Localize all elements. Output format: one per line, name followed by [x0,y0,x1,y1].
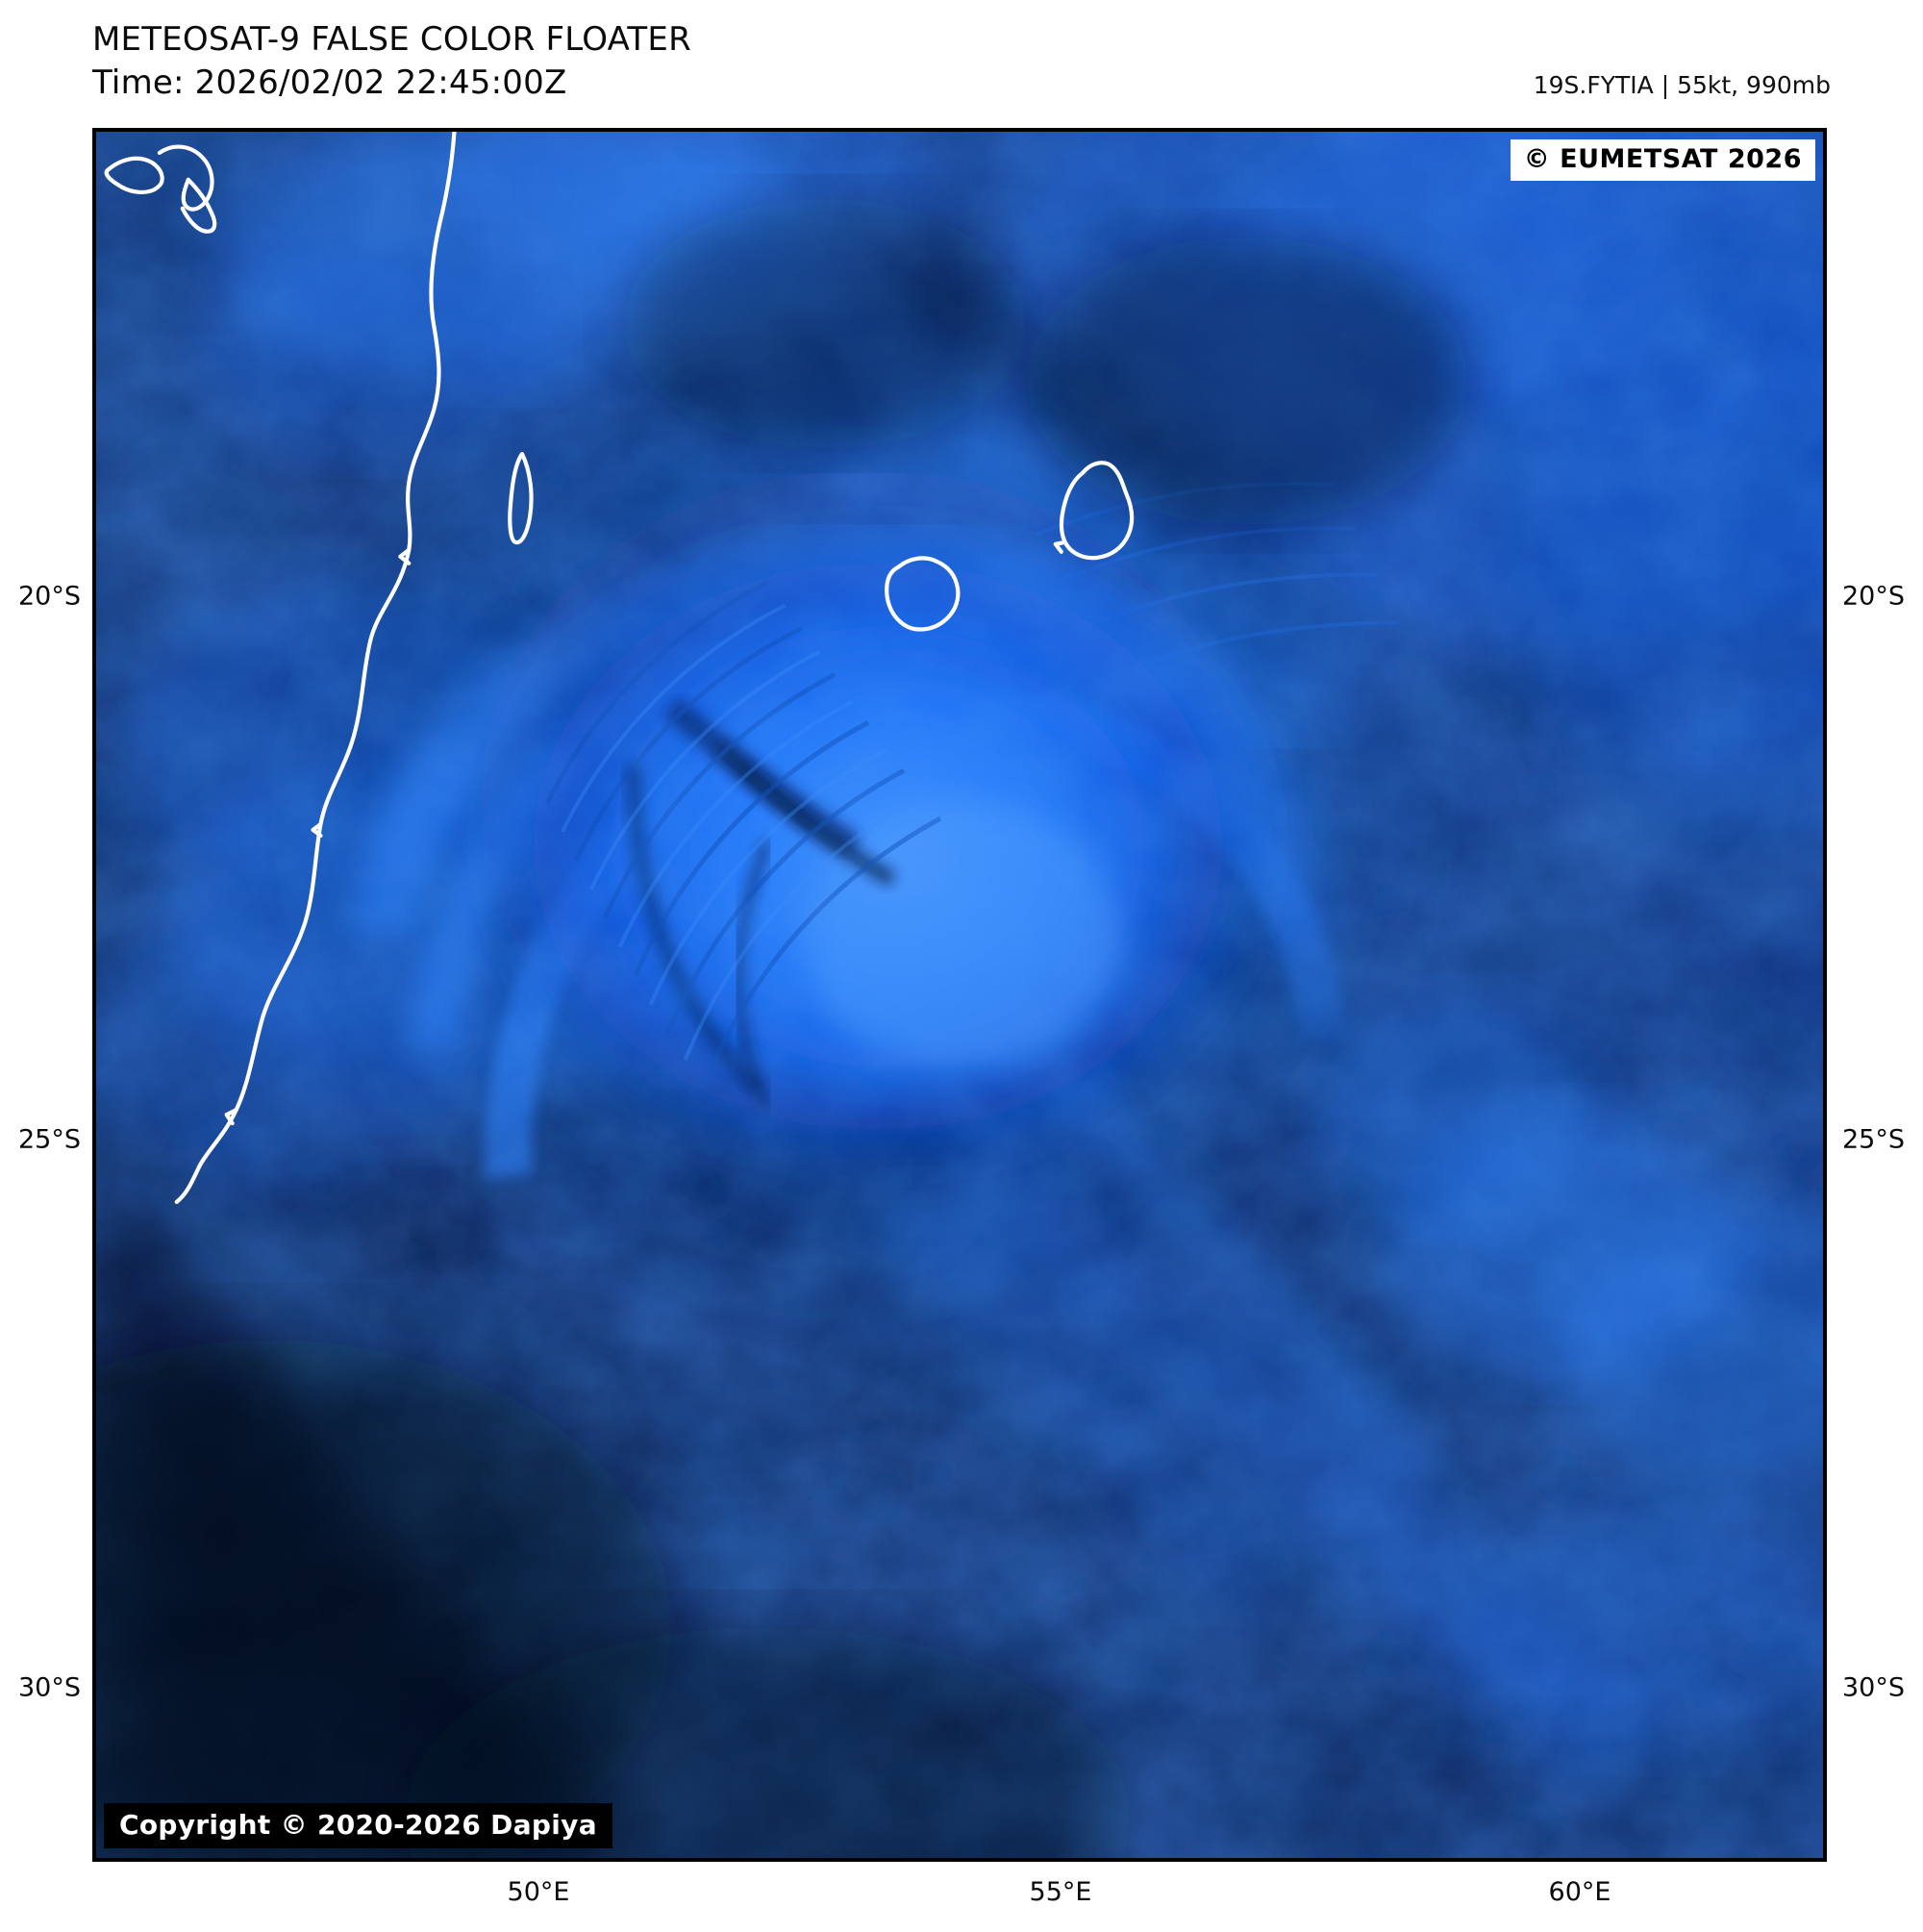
coastline-overlay [104,132,1135,1204]
lat-tick-left-1: 25°S [18,1124,81,1155]
lat-tick-right-2: 30°S [1842,1672,1905,1703]
lat-tick-right-0: 20°S [1842,581,1905,612]
satellite-image-panel[interactable]: © EUMETSAT 2026 Copyright © 2020-2026 Da… [92,128,1827,1862]
eumetsat-copyright-badge: © EUMETSAT 2026 [1510,139,1815,181]
storm-info-label: 19S.FYTIA | 55kt, 990mb [1533,71,1831,99]
satellite-imagery [96,132,1823,1858]
dapiya-copyright-badge: Copyright © 2020-2026 Dapiya [104,1803,612,1848]
lon-tick-0: 50°E [507,1877,570,1907]
lat-tick-right-1: 25°S [1842,1124,1905,1155]
lon-tick-2: 60°E [1548,1877,1611,1907]
page-title: METEOSAT-9 FALSE COLOR FLOATER [92,20,691,59]
lat-tick-left-2: 30°S [18,1672,81,1703]
lat-tick-left-0: 20°S [18,581,81,612]
lon-tick-1: 55°E [1029,1877,1092,1907]
timestamp-label: Time: 2026/02/02 22:45:00Z [92,63,567,102]
